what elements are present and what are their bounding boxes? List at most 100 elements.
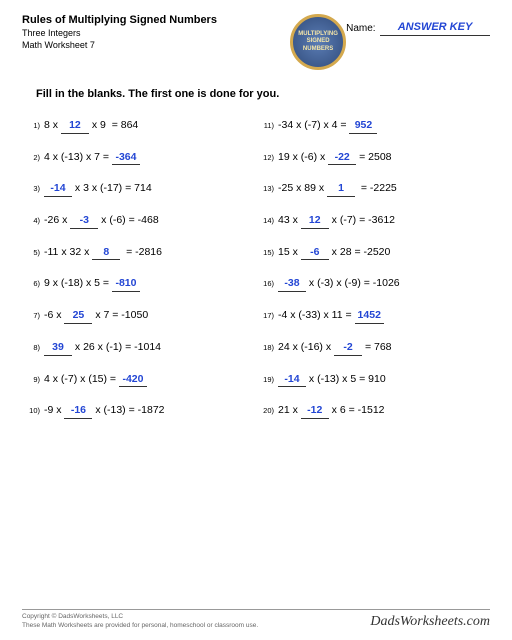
answer-blank: -14	[278, 372, 306, 388]
left-column: 1)8 x 12 x 9 = 864 2)4 x (-13) x 7 = -364…	[22, 118, 256, 435]
problem-expression: -11 x 32 x 8 = -2816	[44, 245, 162, 261]
problem: 7)-6 x 25 x 7 = -1050	[22, 308, 256, 324]
problem-number: 9)	[22, 375, 44, 386]
problem-number: 13)	[256, 184, 278, 195]
problem-expression: 24 x (-16) x -2 = 768	[278, 340, 392, 356]
problem-number: 3)	[22, 184, 44, 195]
problem: 10)-9 x -16 x (-13) = -1872	[22, 403, 256, 419]
header: Rules of Multiplying Signed Numbers Thre…	[22, 14, 490, 70]
answer-blank: -14	[44, 181, 72, 197]
answer-blank: -2	[334, 340, 362, 356]
problem: 13)-25 x 89 x 1 = -2225	[256, 181, 490, 197]
problem-expression: -38 x (-3) x (-9) = -1026	[278, 276, 400, 292]
problem-expression: 21 x -12 x 6 = -1512	[278, 403, 385, 419]
problem-expression: 4 x (-13) x 7 = -364	[44, 150, 140, 166]
problem: 18)24 x (-16) x -2 = 768	[256, 340, 490, 356]
problem: 6)9 x (-18) x 5 = -810	[22, 276, 256, 292]
header-right: Name: ANSWER KEY	[346, 14, 490, 37]
problem: 4)-26 x -3 x (-6) = -468	[22, 213, 256, 229]
badge-line2: SIGNED	[307, 38, 330, 45]
problem-number: 2)	[22, 153, 44, 164]
answer-blank: 1452	[355, 308, 384, 324]
answer-blank: 952	[349, 118, 377, 134]
footer-left: Copyright © DadsWorksheets, LLC These Ma…	[22, 613, 258, 630]
answer-blank: -420	[119, 372, 147, 388]
problem-number: 6)	[22, 279, 44, 290]
problem-number: 19)	[256, 375, 278, 386]
problem-expression: 19 x (-6) x -22 = 2508	[278, 150, 392, 166]
problem-number: 20)	[256, 406, 278, 417]
problem-expression: -26 x -3 x (-6) = -468	[44, 213, 159, 229]
problem: 1)8 x 12 x 9 = 864	[22, 118, 256, 134]
answer-blank: -364	[112, 150, 140, 166]
problem-number: 11)	[256, 121, 278, 132]
badge-icon: MULTIPLYING SIGNED NUMBERS	[290, 14, 346, 70]
problem-expression: 39 x 26 x (-1) = -1014	[44, 340, 161, 356]
answer-blank: 25	[64, 308, 92, 324]
problem: 5)-11 x 32 x 8 = -2816	[22, 245, 256, 261]
problem-number: 10)	[22, 406, 44, 417]
answer-blank: -3	[70, 213, 98, 229]
problem-number: 4)	[22, 216, 44, 227]
answer-blank: 39	[44, 340, 72, 356]
problem: 3)-14 x 3 x (-17) = 714	[22, 181, 256, 197]
problem-number: 8)	[22, 343, 44, 354]
problem-expression: 4 x (-7) x (15) = -420	[44, 372, 147, 388]
problem-expression: -25 x 89 x 1 = -2225	[278, 181, 397, 197]
problem-number: 1)	[22, 121, 44, 132]
problem-expression: -6 x 25 x 7 = -1050	[44, 308, 148, 324]
answer-blank: -38	[278, 276, 306, 292]
problem: 16)-38 x (-3) x (-9) = -1026	[256, 276, 490, 292]
problem-number: 18)	[256, 343, 278, 354]
problem-expression: -14 x 3 x (-17) = 714	[44, 181, 152, 197]
answer-blank: 8	[92, 245, 120, 261]
problem-expression: -4 x (-33) x 11 = 1452	[278, 308, 384, 324]
problem: 8)39 x 26 x (-1) = -1014	[22, 340, 256, 356]
answer-blank: -16	[64, 403, 92, 419]
answer-blank: -6	[301, 245, 329, 261]
problem: 11)-34 x (-7) x 4 = 952	[256, 118, 490, 134]
problem-number: 15)	[256, 248, 278, 259]
problem-number: 14)	[256, 216, 278, 227]
copyright: Copyright © DadsWorksheets, LLC	[22, 613, 258, 621]
problem-number: 16)	[256, 279, 278, 290]
worksheet-number: Math Worksheet 7	[22, 40, 310, 50]
answer-blank: -810	[112, 276, 140, 292]
problem-expression: -14 x (-13) x 5 = 910	[278, 372, 386, 388]
problem-expression: -34 x (-7) x 4 = 952	[278, 118, 377, 134]
problems-container: 1)8 x 12 x 9 = 864 2)4 x (-13) x 7 = -364…	[22, 118, 490, 435]
problem: 20)21 x -12 x 6 = -1512	[256, 403, 490, 419]
right-column: 11)-34 x (-7) x 4 = 952 12)19 x (-6) x -2…	[256, 118, 490, 435]
worksheet-subtitle: Three Integers	[22, 28, 310, 38]
header-left: Rules of Multiplying Signed Numbers Thre…	[22, 14, 310, 50]
badge-line3: NUMBERS	[303, 46, 333, 53]
problem: 15)15 x -6 x 28 = -2520	[256, 245, 490, 261]
name-label: Name:	[346, 23, 375, 34]
problem-expression: 9 x (-18) x 5 = -810	[44, 276, 140, 292]
problem: 17)-4 x (-33) x 11 = 1452	[256, 308, 490, 324]
problem-number: 7)	[22, 311, 44, 322]
footer: Copyright © DadsWorksheets, LLC These Ma…	[22, 609, 490, 630]
problem-number: 17)	[256, 311, 278, 322]
answer-blank: 12	[61, 118, 89, 134]
problem: 19)-14 x (-13) x 5 = 910	[256, 372, 490, 388]
problem-number: 12)	[256, 153, 278, 164]
problem: 12)19 x (-6) x -22 = 2508	[256, 150, 490, 166]
problem-expression: 15 x -6 x 28 = -2520	[278, 245, 390, 261]
problem-expression: 8 x 12 x 9 = 864	[44, 118, 138, 134]
problem: 9)4 x (-7) x (15) = -420	[22, 372, 256, 388]
problem-number: 5)	[22, 248, 44, 259]
footer-note: These Math Worksheets are provided for p…	[22, 622, 258, 630]
problem-expression: 43 x 12 x (-7) = -3612	[278, 213, 395, 229]
name-field: ANSWER KEY	[380, 17, 490, 36]
worksheet-title: Rules of Multiplying Signed Numbers	[22, 14, 310, 26]
worksheet-page: Rules of Multiplying Signed Numbers Thre…	[0, 0, 512, 449]
answer-blank: -12	[301, 403, 329, 419]
answer-key-label: ANSWER KEY	[398, 21, 473, 33]
badge-line1: MULTIPLYING	[298, 31, 338, 38]
problem: 2)4 x (-13) x 7 = -364	[22, 150, 256, 166]
brand: DadsWorksheets.com	[370, 614, 490, 630]
problem-expression: -9 x -16 x (-13) = -1872	[44, 403, 165, 419]
instructions: Fill in the blanks. The first one is don…	[36, 88, 490, 100]
answer-blank: 1	[327, 181, 355, 197]
